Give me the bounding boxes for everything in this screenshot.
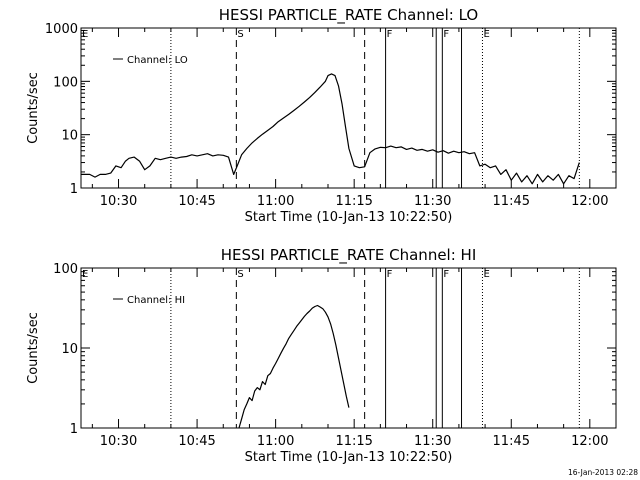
- x-tick-label: 11:30: [414, 434, 451, 449]
- y-tick-label: 100: [53, 262, 78, 277]
- event-marker-label: F: [387, 29, 393, 40]
- event-marker-label: E: [82, 269, 88, 280]
- legend-label: Channel: LO: [127, 55, 188, 66]
- chart-panel-hi: HESSI PARTICLE_RATE Channel: HI Start Ti…: [26, 246, 617, 465]
- y-tick-label: 1: [70, 422, 78, 437]
- y-axis-label: Counts/sec: [26, 72, 41, 144]
- event-marker-label: E: [483, 29, 489, 40]
- x-tick-label: 12:00: [571, 194, 608, 209]
- x-tick-label: 10:45: [178, 434, 215, 449]
- event-marker-label: F: [387, 269, 393, 280]
- x-tick-label: 10:30: [100, 434, 137, 449]
- y-tick-label: 1000: [45, 22, 78, 37]
- event-marker-label: F: [443, 29, 449, 40]
- chart-panel-lo: HESSI PARTICLE_RATE Channel: LO Start Ti…: [26, 6, 617, 225]
- x-tick-label: 11:45: [493, 434, 530, 449]
- x-axis-label: Start Time (10-Jan-13 10:22:50): [245, 210, 453, 225]
- x-tick-label: 12:00: [571, 434, 608, 449]
- event-marker-label: E: [82, 29, 88, 40]
- x-tick-label: 11:30: [414, 194, 451, 209]
- x-axis-label: Start Time (10-Jan-13 10:22:50): [245, 450, 453, 465]
- plot-frame: [80, 27, 617, 189]
- x-tick-label: 11:00: [257, 434, 294, 449]
- event-marker-label: S: [237, 269, 243, 280]
- y-tick-label: 1: [70, 182, 78, 197]
- y-tick-label: 10: [61, 129, 78, 144]
- y-axis-label: Counts/sec: [26, 312, 41, 384]
- x-tick-label: 11:15: [335, 194, 372, 209]
- series-line: [81, 73, 580, 185]
- y-tick-label: 100: [53, 75, 78, 90]
- x-tick-label: 11:15: [335, 434, 372, 449]
- event-marker-label: S: [237, 29, 243, 40]
- series-line: [238, 304, 350, 429]
- event-marker-label: F: [443, 269, 449, 280]
- x-tick-label: 11:45: [493, 194, 530, 209]
- x-tick-label: 10:45: [178, 194, 215, 209]
- event-marker-label: E: [483, 269, 489, 280]
- chart-title: HESSI PARTICLE_RATE Channel: HI: [221, 246, 477, 265]
- chart-title: HESSI PARTICLE_RATE Channel: LO: [219, 6, 478, 25]
- legend-label: Channel: HI: [127, 295, 185, 306]
- x-tick-label: 11:00: [257, 194, 294, 209]
- timestamp: 16-Jan-2013 02:28: [568, 468, 638, 477]
- y-tick-label: 10: [61, 342, 78, 357]
- x-tick-label: 10:30: [100, 194, 137, 209]
